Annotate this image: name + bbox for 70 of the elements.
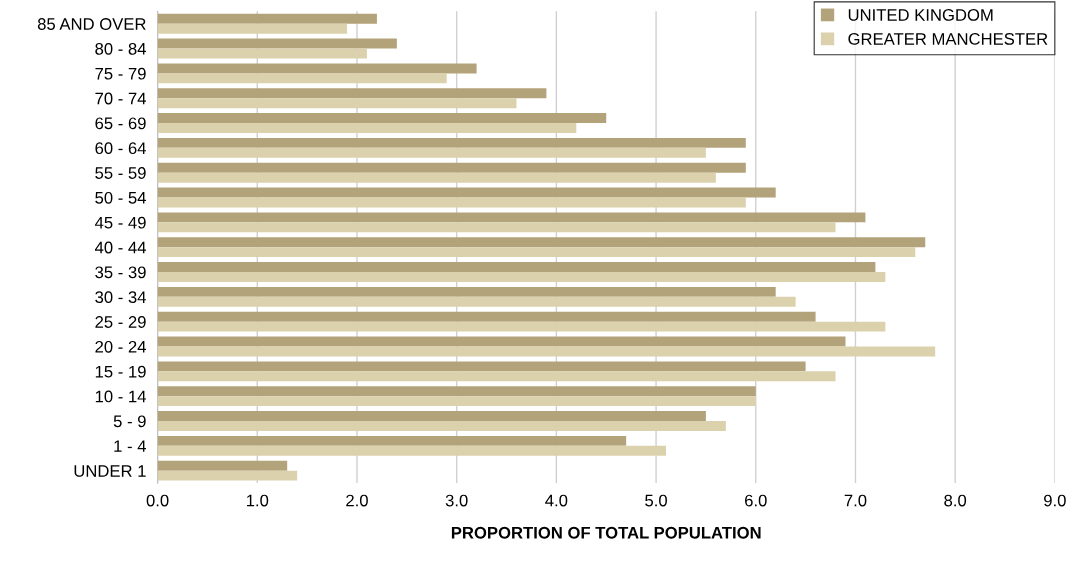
bar <box>157 396 756 407</box>
y-tick-label: 30 - 34 <box>95 291 146 304</box>
bar <box>157 23 348 34</box>
bar <box>157 172 716 183</box>
x-tick-label: 1.0 <box>246 494 269 507</box>
bar <box>157 222 836 233</box>
bar <box>157 113 607 124</box>
y-tick-label: 50 - 54 <box>95 191 146 204</box>
bar <box>157 88 547 99</box>
bar <box>157 63 477 74</box>
bar <box>157 48 367 59</box>
y-tick-label: 75 - 79 <box>95 67 146 80</box>
legend-label: GREATER MANCHESTER <box>848 33 1048 45</box>
y-tick-label: 70 - 74 <box>95 92 146 105</box>
x-tick-label: 3.0 <box>445 494 468 507</box>
bar <box>157 286 776 297</box>
bar <box>157 73 447 84</box>
bar <box>157 361 806 372</box>
x-tick-label: 6.0 <box>745 494 767 507</box>
y-tick-label: 55 - 59 <box>95 167 146 179</box>
y-tick-label: 65 - 69 <box>95 117 146 130</box>
bar <box>157 247 916 258</box>
bar <box>157 371 836 382</box>
bar <box>157 435 627 446</box>
x-tick-label: 4.0 <box>545 494 568 507</box>
bar <box>157 421 726 431</box>
bar <box>157 386 756 397</box>
x-tick-label: 7.0 <box>844 494 867 507</box>
bar <box>157 212 866 223</box>
bar <box>157 237 926 248</box>
legend-label: UNITED KINGDOM <box>848 9 993 21</box>
y-tick-label: 45 - 49 <box>94 216 146 229</box>
bar <box>157 272 886 282</box>
bar <box>157 123 577 133</box>
y-tick-label: 10 - 14 <box>95 390 146 403</box>
y-tick-label: 40 - 44 <box>94 241 146 254</box>
y-tick-label: 15 - 19 <box>95 365 146 378</box>
y-tick-label: 25 - 29 <box>95 316 146 328</box>
y-tick-label: 5 - 9 <box>113 415 146 428</box>
bar <box>157 262 876 273</box>
bar <box>157 197 746 208</box>
bar <box>157 137 746 148</box>
bar <box>157 311 816 322</box>
x-tick-label: 9.0 <box>1044 494 1066 507</box>
bar <box>157 411 706 421</box>
bar <box>157 147 706 158</box>
bar <box>157 13 377 24</box>
bar <box>157 445 667 456</box>
y-tick-label: 35 - 39 <box>95 266 146 279</box>
y-tick-label: 1 - 4 <box>114 440 146 452</box>
y-tick-label: 20 - 24 <box>95 340 146 353</box>
bar <box>157 346 936 357</box>
bar <box>157 336 846 347</box>
x-tick-label: 8.0 <box>944 494 967 507</box>
bar <box>157 470 298 481</box>
y-tick-label: UNDER 1 <box>74 465 146 477</box>
bar <box>157 460 288 471</box>
x-tick-label: 2.0 <box>346 494 368 507</box>
y-tick-label: 60 - 64 <box>95 142 146 155</box>
x-tick-label: 5.0 <box>645 494 667 507</box>
x-tick-label: 0.0 <box>146 494 169 507</box>
bar <box>157 98 517 109</box>
x-axis-title: PROPORTION OF TOTAL POPULATION <box>451 526 761 539</box>
y-tick-label: 80 - 84 <box>95 42 146 55</box>
y-tick-label: 85 AND OVER <box>37 18 146 30</box>
bar <box>157 296 796 307</box>
bar <box>157 321 886 332</box>
bar <box>157 38 397 49</box>
bar <box>157 162 746 173</box>
bar <box>157 187 776 198</box>
